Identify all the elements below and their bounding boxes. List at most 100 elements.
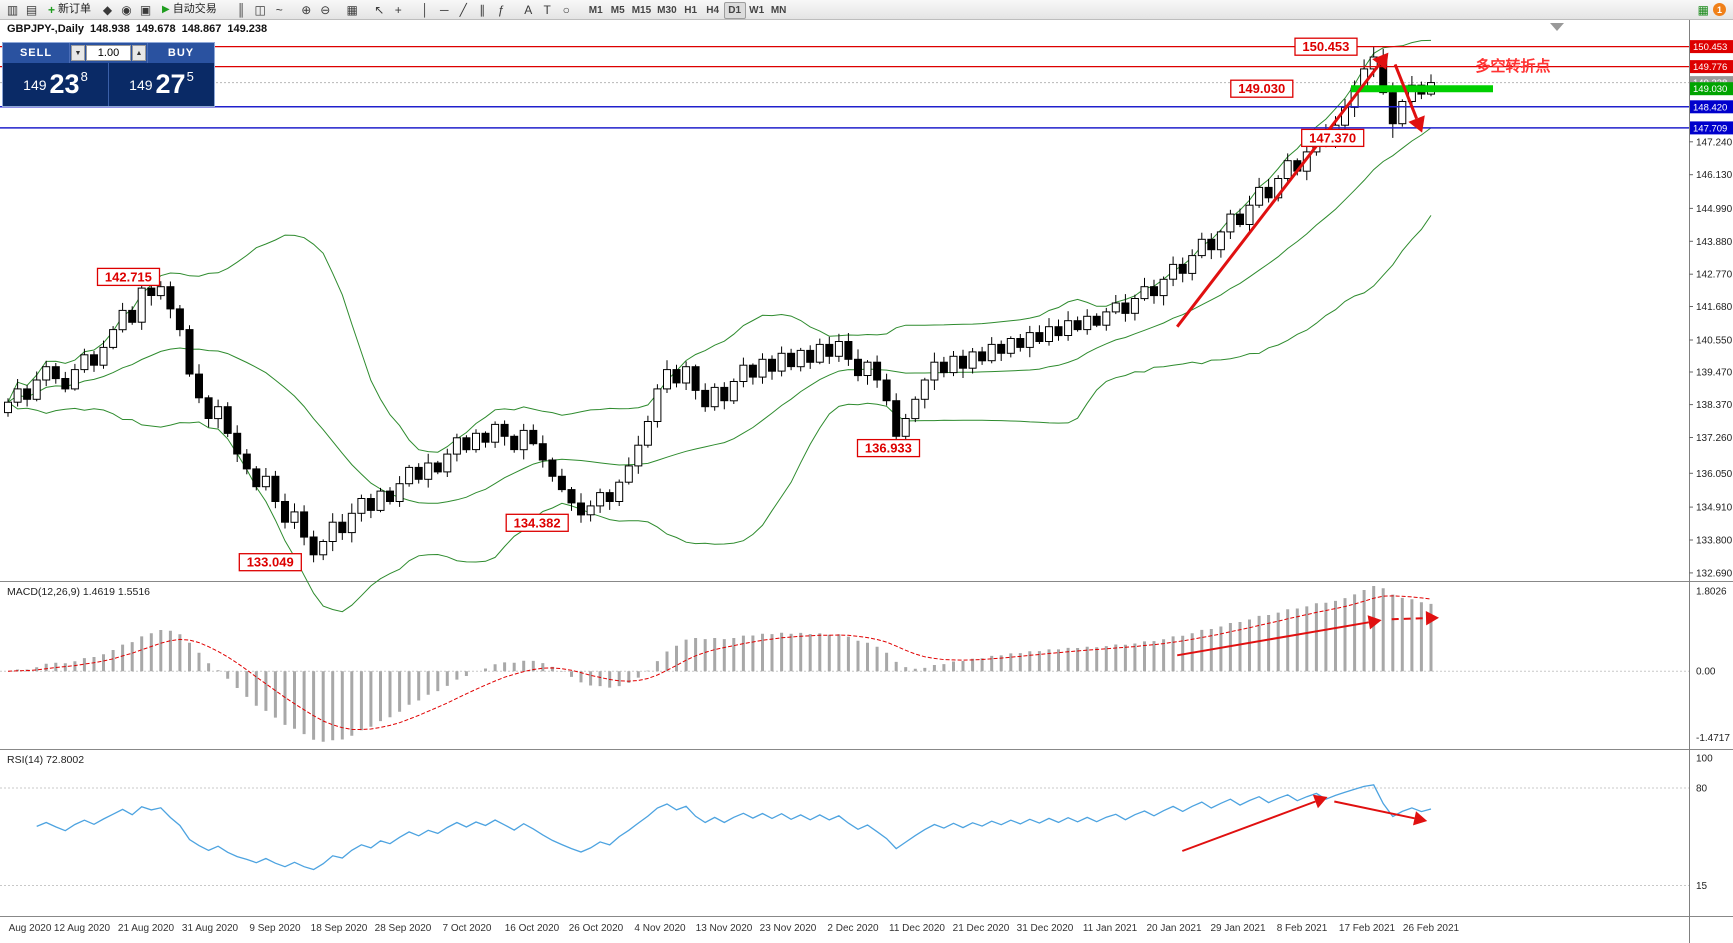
timeframe-button-m30[interactable]: M30 (654, 2, 679, 19)
auto-trading-icon: ▶ (162, 3, 170, 15)
notification-badge[interactable]: 1 (1713, 3, 1726, 16)
svg-text:80: 80 (1696, 784, 1708, 795)
timeframe-button-m15[interactable]: M15 (629, 2, 654, 19)
zoom-out-icon[interactable]: ⊖ (316, 1, 335, 18)
low-value: 148.867 (181, 23, 222, 35)
candlestick-icon[interactable]: ◫ (251, 1, 270, 18)
volume-decrease-button[interactable]: ▼ (71, 45, 85, 61)
svg-text:133.800: 133.800 (1696, 536, 1733, 547)
svg-text:21 Dec 2020: 21 Dec 2020 (953, 923, 1010, 934)
svg-text:4 Nov 2020: 4 Nov 2020 (634, 923, 686, 934)
timeframe-button-h4[interactable]: H4 (702, 2, 724, 19)
date-axis[interactable]: Aug 2020 12 Aug 2020 21 Aug 2020 31 Aug 202… (9, 923, 1460, 934)
channel-icon[interactable]: ∥ (473, 1, 492, 18)
price-callout[interactable]: 149.030 (1230, 79, 1294, 98)
macd-indicator-label: MACD(12,26,9) 1.4619 1.5516 (7, 586, 151, 598)
horizontal-line-icon[interactable]: ─ (435, 1, 454, 18)
high-value: 149.678 (135, 23, 176, 35)
timeframe-button-mn[interactable]: MN (768, 2, 790, 19)
trend-arrow[interactable] (1393, 63, 1425, 133)
svg-text:148.420: 148.420 (1693, 102, 1727, 113)
trend-arrow[interactable] (1181, 794, 1328, 852)
trendline-icon[interactable]: ╱ (454, 1, 473, 18)
svg-text:Aug 2020: Aug 2020 (9, 923, 52, 934)
price-callout[interactable]: 133.049 (238, 553, 302, 572)
terminal-icon[interactable]: ▣ (136, 1, 155, 18)
label-icon: T (543, 2, 551, 17)
rsi-indicator-label: RSI(14) 72.8002 (7, 754, 85, 766)
sell-price-button[interactable]: 149 23 8 (3, 63, 109, 106)
chart-shift-marker[interactable] (1550, 23, 1564, 31)
svg-text:9 Sep 2020: 9 Sep 2020 (249, 923, 301, 934)
svg-text:136.050: 136.050 (1696, 469, 1733, 480)
timeframe-button-d1[interactable]: D1 (723, 2, 746, 20)
svg-text:1.8026: 1.8026 (1696, 587, 1727, 598)
volume-increase-button[interactable]: ▲ (132, 45, 146, 61)
buy-price-button[interactable]: 149 27 5 (109, 63, 214, 106)
bollinger-bands[interactable] (7, 39, 1432, 613)
price-callout[interactable]: 134.382 (505, 513, 569, 532)
svg-text:147.709: 147.709 (1693, 123, 1727, 134)
sell-button[interactable]: SELL (19, 47, 53, 59)
svg-text:142.715: 142.715 (105, 269, 152, 284)
trend-arrow[interactable] (1334, 800, 1428, 826)
one-click-trading-panel: SELL ▼ ▲ BUY 149 23 8 149 27 5 (2, 42, 215, 107)
fibonacci-icon: ƒ (497, 2, 505, 17)
tile-windows-icon[interactable]: ▦ (343, 1, 362, 18)
timeframe-button-m5[interactable]: M5 (607, 2, 629, 19)
svg-text:11 Jan 2021: 11 Jan 2021 (1083, 923, 1138, 934)
label-icon[interactable]: T (538, 1, 557, 18)
text-icon[interactable]: A (519, 1, 538, 18)
bar-chart-icon[interactable]: ║ (232, 1, 251, 18)
svg-text:134.382: 134.382 (514, 515, 561, 530)
market-watch-icon[interactable]: ◆ (98, 1, 117, 18)
svg-text:-1.4717: -1.4717 (1696, 733, 1730, 744)
vertical-line-icon[interactable]: │ (416, 1, 435, 18)
price-callout[interactable]: 147.370 (1301, 128, 1365, 148)
bar-chart-icon: ║ (236, 2, 246, 17)
svg-text:7 Oct 2020: 7 Oct 2020 (443, 923, 492, 934)
new-order-button[interactable]: + 新订单 (42, 1, 97, 18)
price-callout[interactable]: 150.453 (1294, 37, 1358, 56)
chart-window-icon: ▥ (6, 2, 19, 17)
price-callout[interactable]: 136.933 (856, 438, 921, 458)
fibonacci-icon[interactable]: ƒ (492, 1, 511, 18)
candlestick-series (4, 46, 1435, 563)
shapes-icon[interactable]: ○ (557, 1, 576, 18)
price-axis[interactable]: 147.240 146.130 144.990 143.880 142.770 141.6… (1689, 40, 1733, 892)
auto-trading-button[interactable]: ▶ 自动交易 (156, 1, 223, 18)
toolbar: ▥ ▤ + 新订单 ◆ ◉ ▣ ▶ 自动交易 ║ ◫ ~ ⊕ ⊖ ▦ ↖ + │ ─ ╱ ∥ ƒ A T ○ M1 M… (0, 0, 1733, 20)
crosshair-icon: + (394, 2, 402, 17)
zoom-in-icon[interactable]: ⊕ (297, 1, 316, 18)
profile-icon[interactable]: ▤ (22, 1, 41, 18)
trend-arrow[interactable] (1177, 615, 1382, 657)
sell-price-big: 23 (49, 69, 80, 99)
svg-text:147.370: 147.370 (1309, 130, 1356, 145)
timeframe-button-w1[interactable]: W1 (746, 2, 768, 19)
volume-input[interactable] (86, 45, 131, 61)
timeframe-button-h1[interactable]: H1 (680, 2, 702, 19)
chart-stats-icon[interactable]: ▦ (1697, 2, 1709, 17)
line-chart-icon[interactable]: ~ (270, 1, 289, 18)
svg-text:13 Nov 2020: 13 Nov 2020 (696, 923, 753, 934)
trend-arrow[interactable] (1176, 52, 1389, 328)
buy-button[interactable]: BUY (167, 47, 195, 59)
svg-text:28 Sep 2020: 28 Sep 2020 (375, 923, 432, 934)
svg-text:132.690: 132.690 (1696, 568, 1733, 579)
svg-text:149.030: 149.030 (1238, 81, 1285, 96)
zoom-out-icon: ⊖ (320, 2, 331, 17)
svg-text:136.933: 136.933 (865, 441, 912, 456)
cn-annotation[interactable]: 多空转折点 (1475, 57, 1550, 75)
timeframe-button-m1[interactable]: M1 (585, 2, 607, 19)
svg-text:12 Aug 2020: 12 Aug 2020 (54, 923, 111, 934)
macd-signal-line (7, 595, 1432, 731)
sell-price-prefix: 149 (23, 76, 47, 93)
navigator-icon[interactable]: ◉ (117, 1, 136, 18)
trend-arrow[interactable] (1391, 611, 1439, 626)
cursor-icon[interactable]: ↖ (370, 1, 389, 18)
chart-window-icon[interactable]: ▥ (3, 1, 22, 18)
price-callout[interactable]: 142.715 (96, 267, 161, 287)
crosshair-icon[interactable]: + (389, 1, 408, 18)
